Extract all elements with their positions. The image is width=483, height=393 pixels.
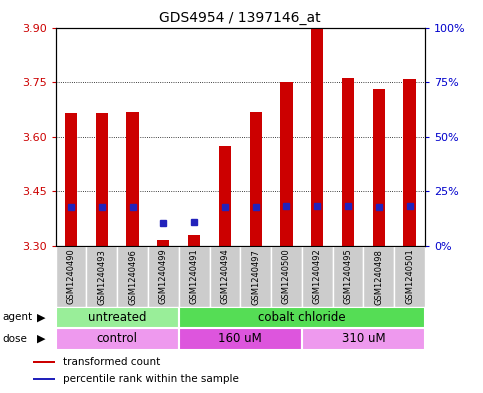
Text: GSM1240494: GSM1240494 — [220, 249, 229, 305]
Bar — [271, 246, 302, 307]
Text: GSM1240493: GSM1240493 — [97, 249, 106, 305]
Bar — [117, 246, 148, 307]
Text: GSM1240491: GSM1240491 — [190, 249, 199, 305]
Bar — [157, 240, 170, 246]
Title: GDS4954 / 1397146_at: GDS4954 / 1397146_at — [159, 11, 321, 25]
Bar — [188, 235, 200, 246]
Bar — [364, 246, 394, 307]
Text: GSM1240492: GSM1240492 — [313, 249, 322, 305]
Bar — [96, 113, 108, 246]
Bar — [280, 82, 293, 246]
Text: 310 uM: 310 uM — [341, 332, 385, 345]
Text: agent: agent — [2, 312, 32, 322]
Text: transformed count: transformed count — [63, 357, 160, 367]
Bar — [250, 112, 262, 246]
Bar — [302, 246, 333, 307]
Text: GSM1240490: GSM1240490 — [67, 249, 75, 305]
Text: untreated: untreated — [88, 311, 146, 324]
Bar — [373, 89, 385, 246]
Text: GSM1240497: GSM1240497 — [251, 249, 260, 305]
Bar — [302, 328, 425, 350]
Text: GSM1240500: GSM1240500 — [282, 249, 291, 305]
Text: GSM1240498: GSM1240498 — [374, 249, 384, 305]
Text: GSM1240501: GSM1240501 — [405, 249, 414, 305]
Text: percentile rank within the sample: percentile rank within the sample — [63, 374, 239, 384]
Text: control: control — [97, 332, 138, 345]
Bar — [219, 146, 231, 246]
Bar — [394, 246, 425, 307]
Bar — [403, 79, 416, 246]
Text: GSM1240496: GSM1240496 — [128, 249, 137, 305]
Text: GSM1240495: GSM1240495 — [343, 249, 353, 305]
Bar — [311, 28, 324, 246]
Text: dose: dose — [2, 334, 28, 344]
Bar — [148, 246, 179, 307]
Text: ▶: ▶ — [37, 312, 45, 322]
Bar — [179, 246, 210, 307]
Text: ▶: ▶ — [37, 334, 45, 344]
Bar — [240, 246, 271, 307]
Bar — [33, 378, 55, 380]
Bar — [179, 307, 425, 328]
Bar — [342, 79, 354, 246]
Text: cobalt chloride: cobalt chloride — [258, 311, 346, 324]
Bar — [179, 328, 302, 350]
Text: GSM1240499: GSM1240499 — [159, 249, 168, 305]
Text: 160 uM: 160 uM — [218, 332, 262, 345]
Bar — [210, 246, 240, 307]
Bar — [56, 328, 179, 350]
Bar — [56, 307, 179, 328]
Bar — [65, 113, 77, 246]
Bar — [86, 246, 117, 307]
Bar — [333, 246, 364, 307]
Bar — [33, 361, 55, 363]
Bar — [56, 246, 86, 307]
Bar — [127, 112, 139, 246]
